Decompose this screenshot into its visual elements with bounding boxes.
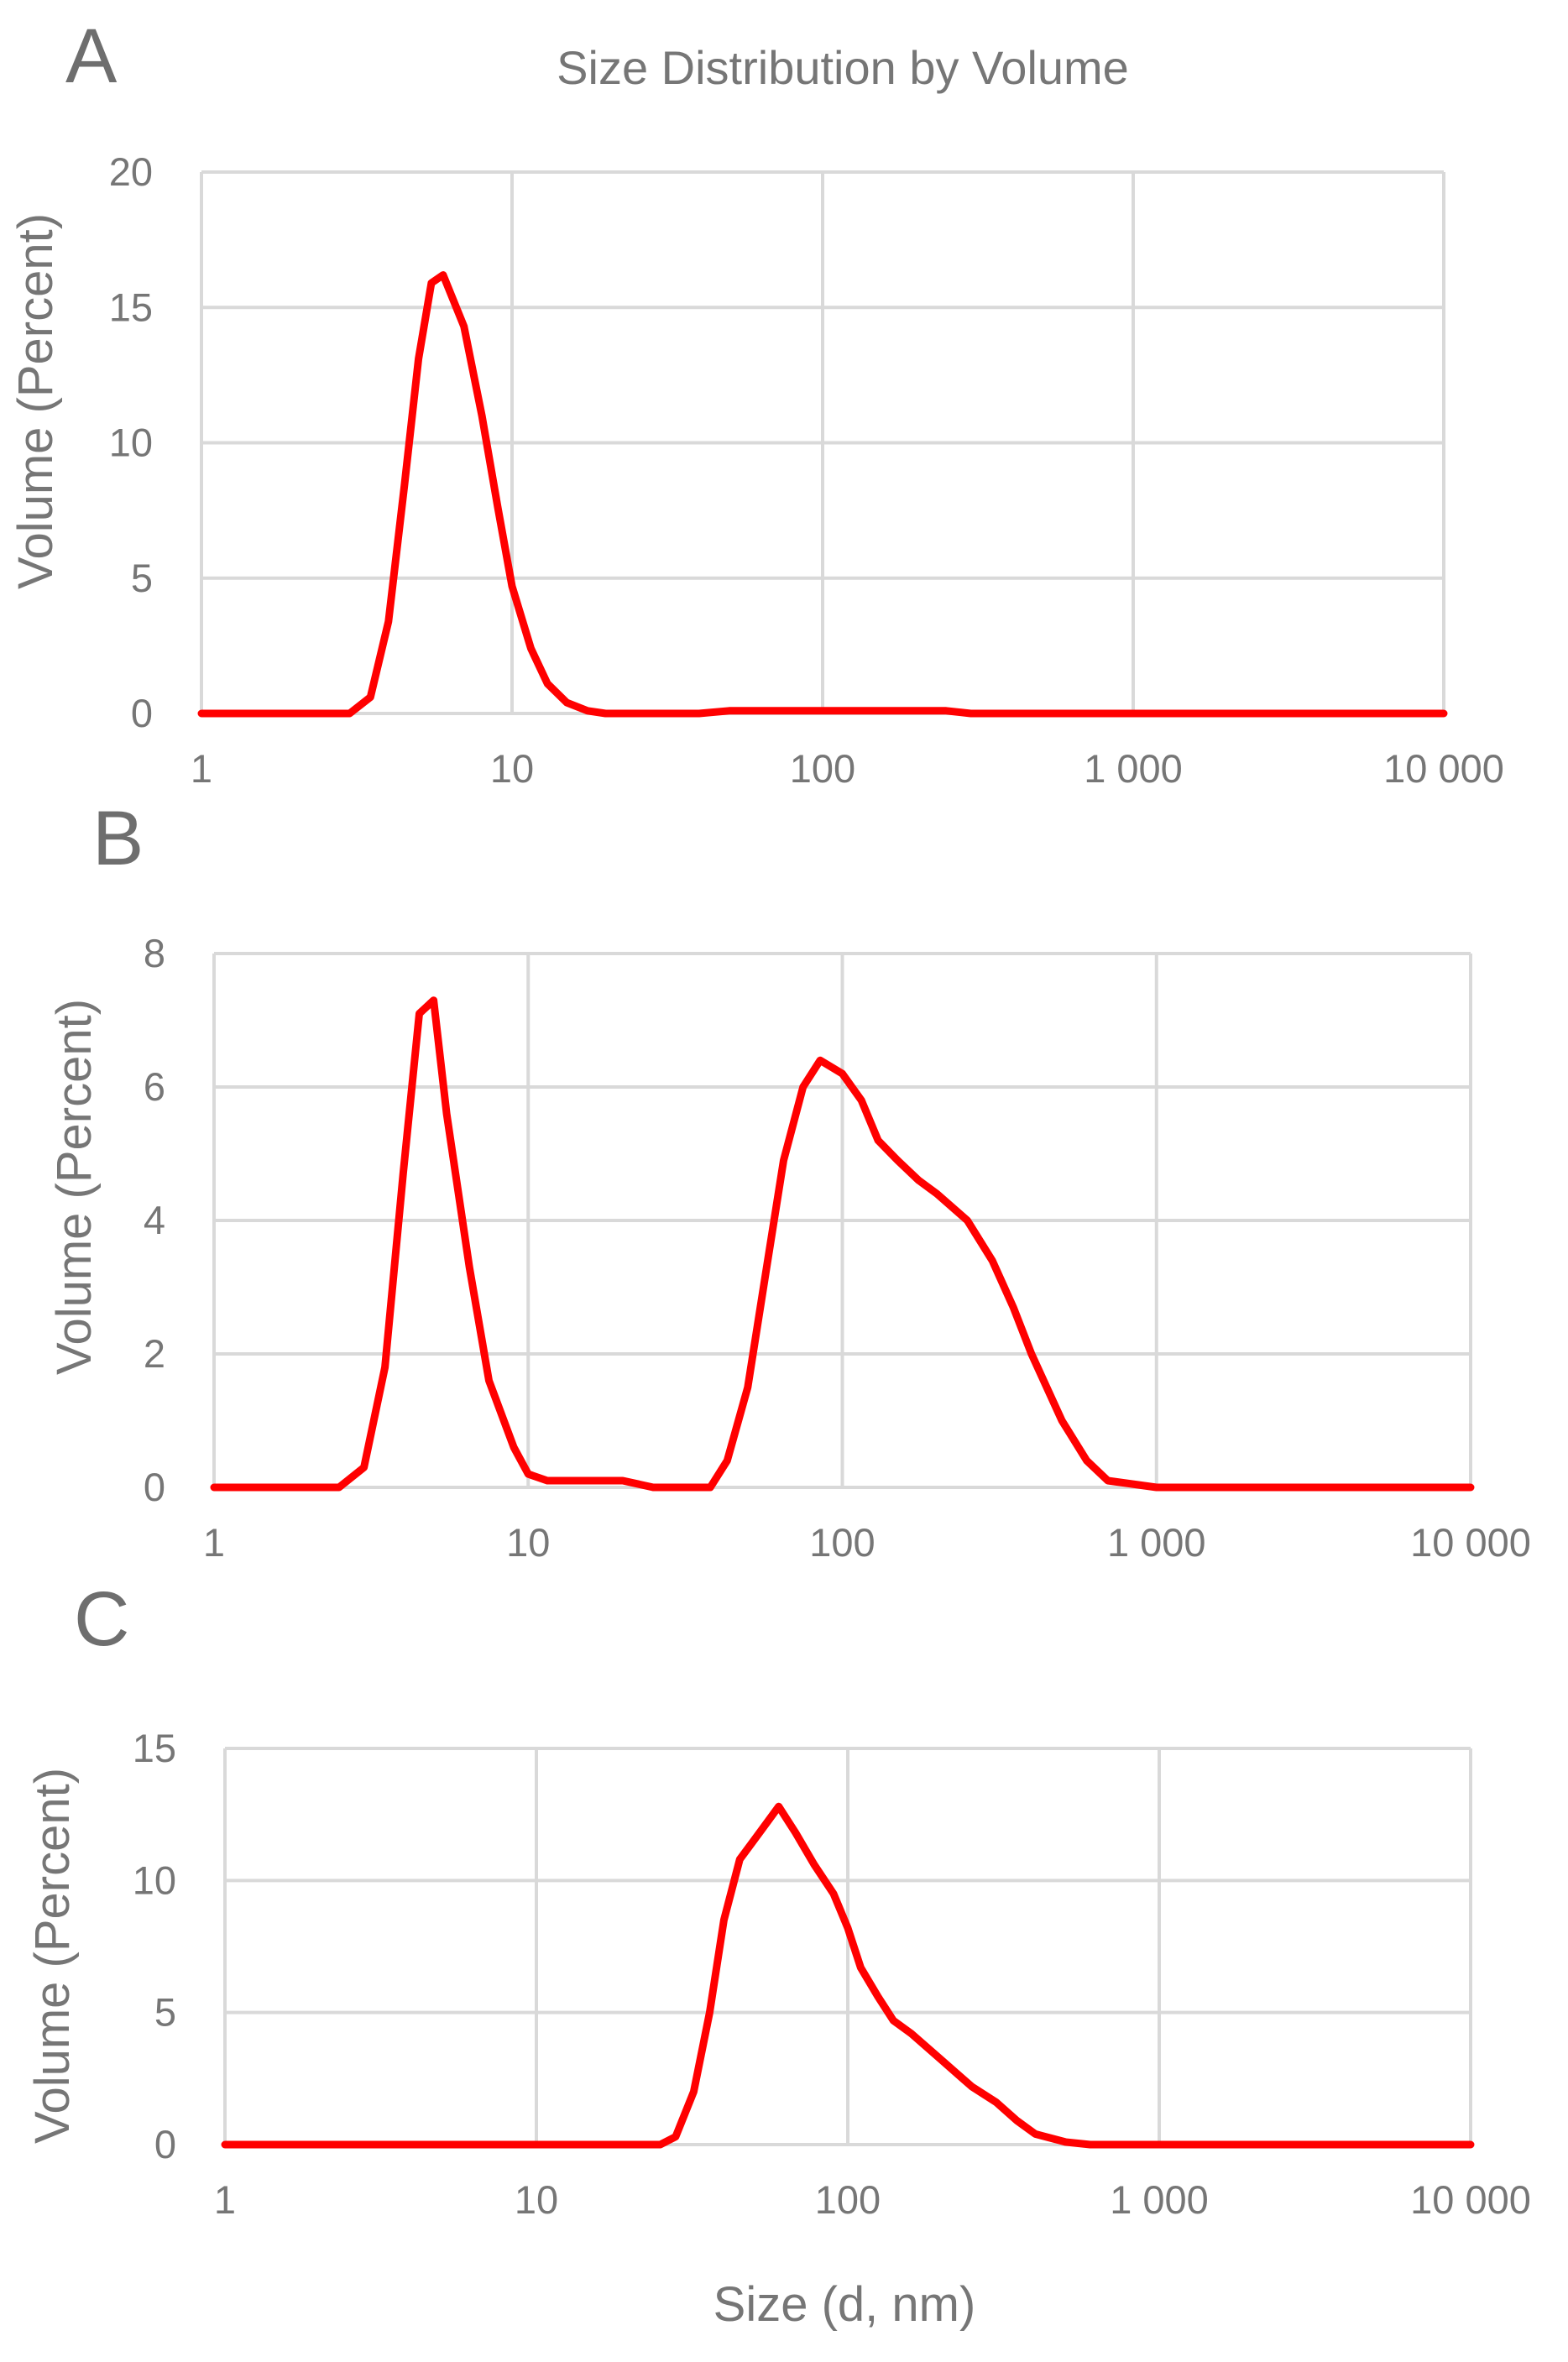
panel-a-letter: A	[65, 13, 118, 99]
panel-a-y-axis-label: Volume (Percent)	[8, 213, 63, 589]
panel-a-y-tick-label: 15	[109, 285, 153, 329]
panel-b-y-tick-label: 2	[144, 1331, 165, 1376]
panel-a: A 1 10 100 1 000 10 000 0 5 10 15 20 Volume (Perc…	[8, 13, 1504, 791]
panel-c-y-axis-label: Volume (Percent)	[25, 1768, 80, 2144]
panel-b-y-tick-label: 6	[144, 1064, 165, 1109]
panel-b-y-tick-label: 0	[144, 1465, 165, 1509]
panel-c-series-line	[221, 1802, 1475, 2149]
panel-a-series-line	[197, 271, 1448, 718]
panel-c-y-tick-label: 0	[154, 2122, 176, 2166]
panel-b-y-tick-label: 4	[144, 1198, 165, 1242]
panel-b-x-tick-label: 1	[203, 1520, 225, 1565]
panel-c-y-tick-label: 10	[133, 1858, 176, 1902]
panel-b-y-axis-label: Volume (Percent)	[47, 999, 102, 1375]
panel-a-x-tick-label: 1 000	[1084, 746, 1183, 791]
panel-b-x-tick-label: 10 000	[1410, 1520, 1531, 1565]
panel-a-x-tick-label: 100	[790, 746, 855, 791]
panel-c-letter: C	[74, 1576, 129, 1662]
figure-title: Size Distribution by Volume	[557, 41, 1129, 94]
panel-c-x-tick-label: 1	[214, 2177, 236, 2222]
panel-a-y-tick-label: 10	[109, 421, 153, 465]
panel-a-x-tick-label: 10 000	[1383, 746, 1504, 791]
panel-c: C 1 10 100 1 000 10 000 0 5 10 15 Volume (Percen…	[25, 1576, 1531, 2222]
panel-b: B 1 10 100 1 000 10 000 0 2 4 6 8 Volume (Percent…	[47, 796, 1531, 1565]
panel-b-series-line	[210, 996, 1475, 1492]
panel-a-y-tick-label: 5	[131, 556, 153, 600]
panel-b-x-tick-label: 10	[506, 1520, 550, 1565]
panel-c-y-tick-label: 5	[154, 1990, 176, 2035]
panel-a-y-tick-label: 0	[131, 691, 153, 735]
panel-c-y-tick-label: 15	[133, 1726, 176, 1770]
x-axis-label: Size (d, nm)	[713, 2277, 976, 2332]
panel-a-y-tick-label: 20	[109, 149, 153, 194]
panel-b-letter: B	[92, 796, 144, 881]
panel-a-x-tick-label: 1	[191, 746, 212, 791]
panel-b-x-tick-label: 1 000	[1107, 1520, 1206, 1565]
panel-a-x-tick-label: 10	[490, 746, 534, 791]
panel-b-x-tick-label: 100	[809, 1520, 875, 1565]
panel-c-x-tick-label: 10	[515, 2177, 558, 2222]
panel-c-x-tick-label: 1 000	[1110, 2177, 1209, 2222]
panel-c-x-tick-label: 100	[815, 2177, 881, 2222]
panel-c-x-tick-label: 10 000	[1410, 2177, 1531, 2222]
panel-b-y-tick-label: 8	[144, 931, 165, 975]
